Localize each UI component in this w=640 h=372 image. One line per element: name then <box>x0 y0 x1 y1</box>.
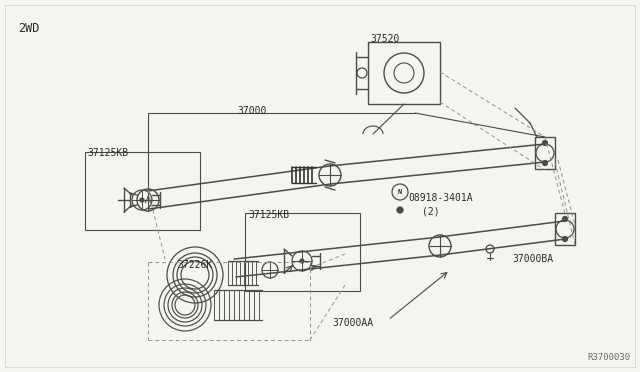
Text: 37226K: 37226K <box>177 260 212 270</box>
Circle shape <box>543 160 547 166</box>
Circle shape <box>397 207 403 213</box>
Bar <box>368 42 440 104</box>
Circle shape <box>300 259 304 263</box>
Text: 2WD: 2WD <box>18 22 40 35</box>
Circle shape <box>140 198 144 202</box>
Circle shape <box>563 217 568 221</box>
Text: 37520: 37520 <box>370 34 399 44</box>
Text: 08918-3401A: 08918-3401A <box>408 193 472 203</box>
Bar <box>555 213 575 245</box>
Circle shape <box>563 237 568 241</box>
Text: 37000AA: 37000AA <box>332 318 373 328</box>
Text: 37125KB: 37125KB <box>87 148 128 158</box>
Bar <box>85 152 200 230</box>
Circle shape <box>543 141 547 145</box>
Bar <box>245 213 360 291</box>
Text: 37000: 37000 <box>237 106 266 116</box>
Text: 37000BA: 37000BA <box>512 254 553 264</box>
Text: N: N <box>398 189 402 195</box>
Text: R3700030: R3700030 <box>587 353 630 362</box>
Text: 37125KB: 37125KB <box>248 210 289 220</box>
Bar <box>535 137 555 169</box>
Text: (2): (2) <box>422 207 440 217</box>
